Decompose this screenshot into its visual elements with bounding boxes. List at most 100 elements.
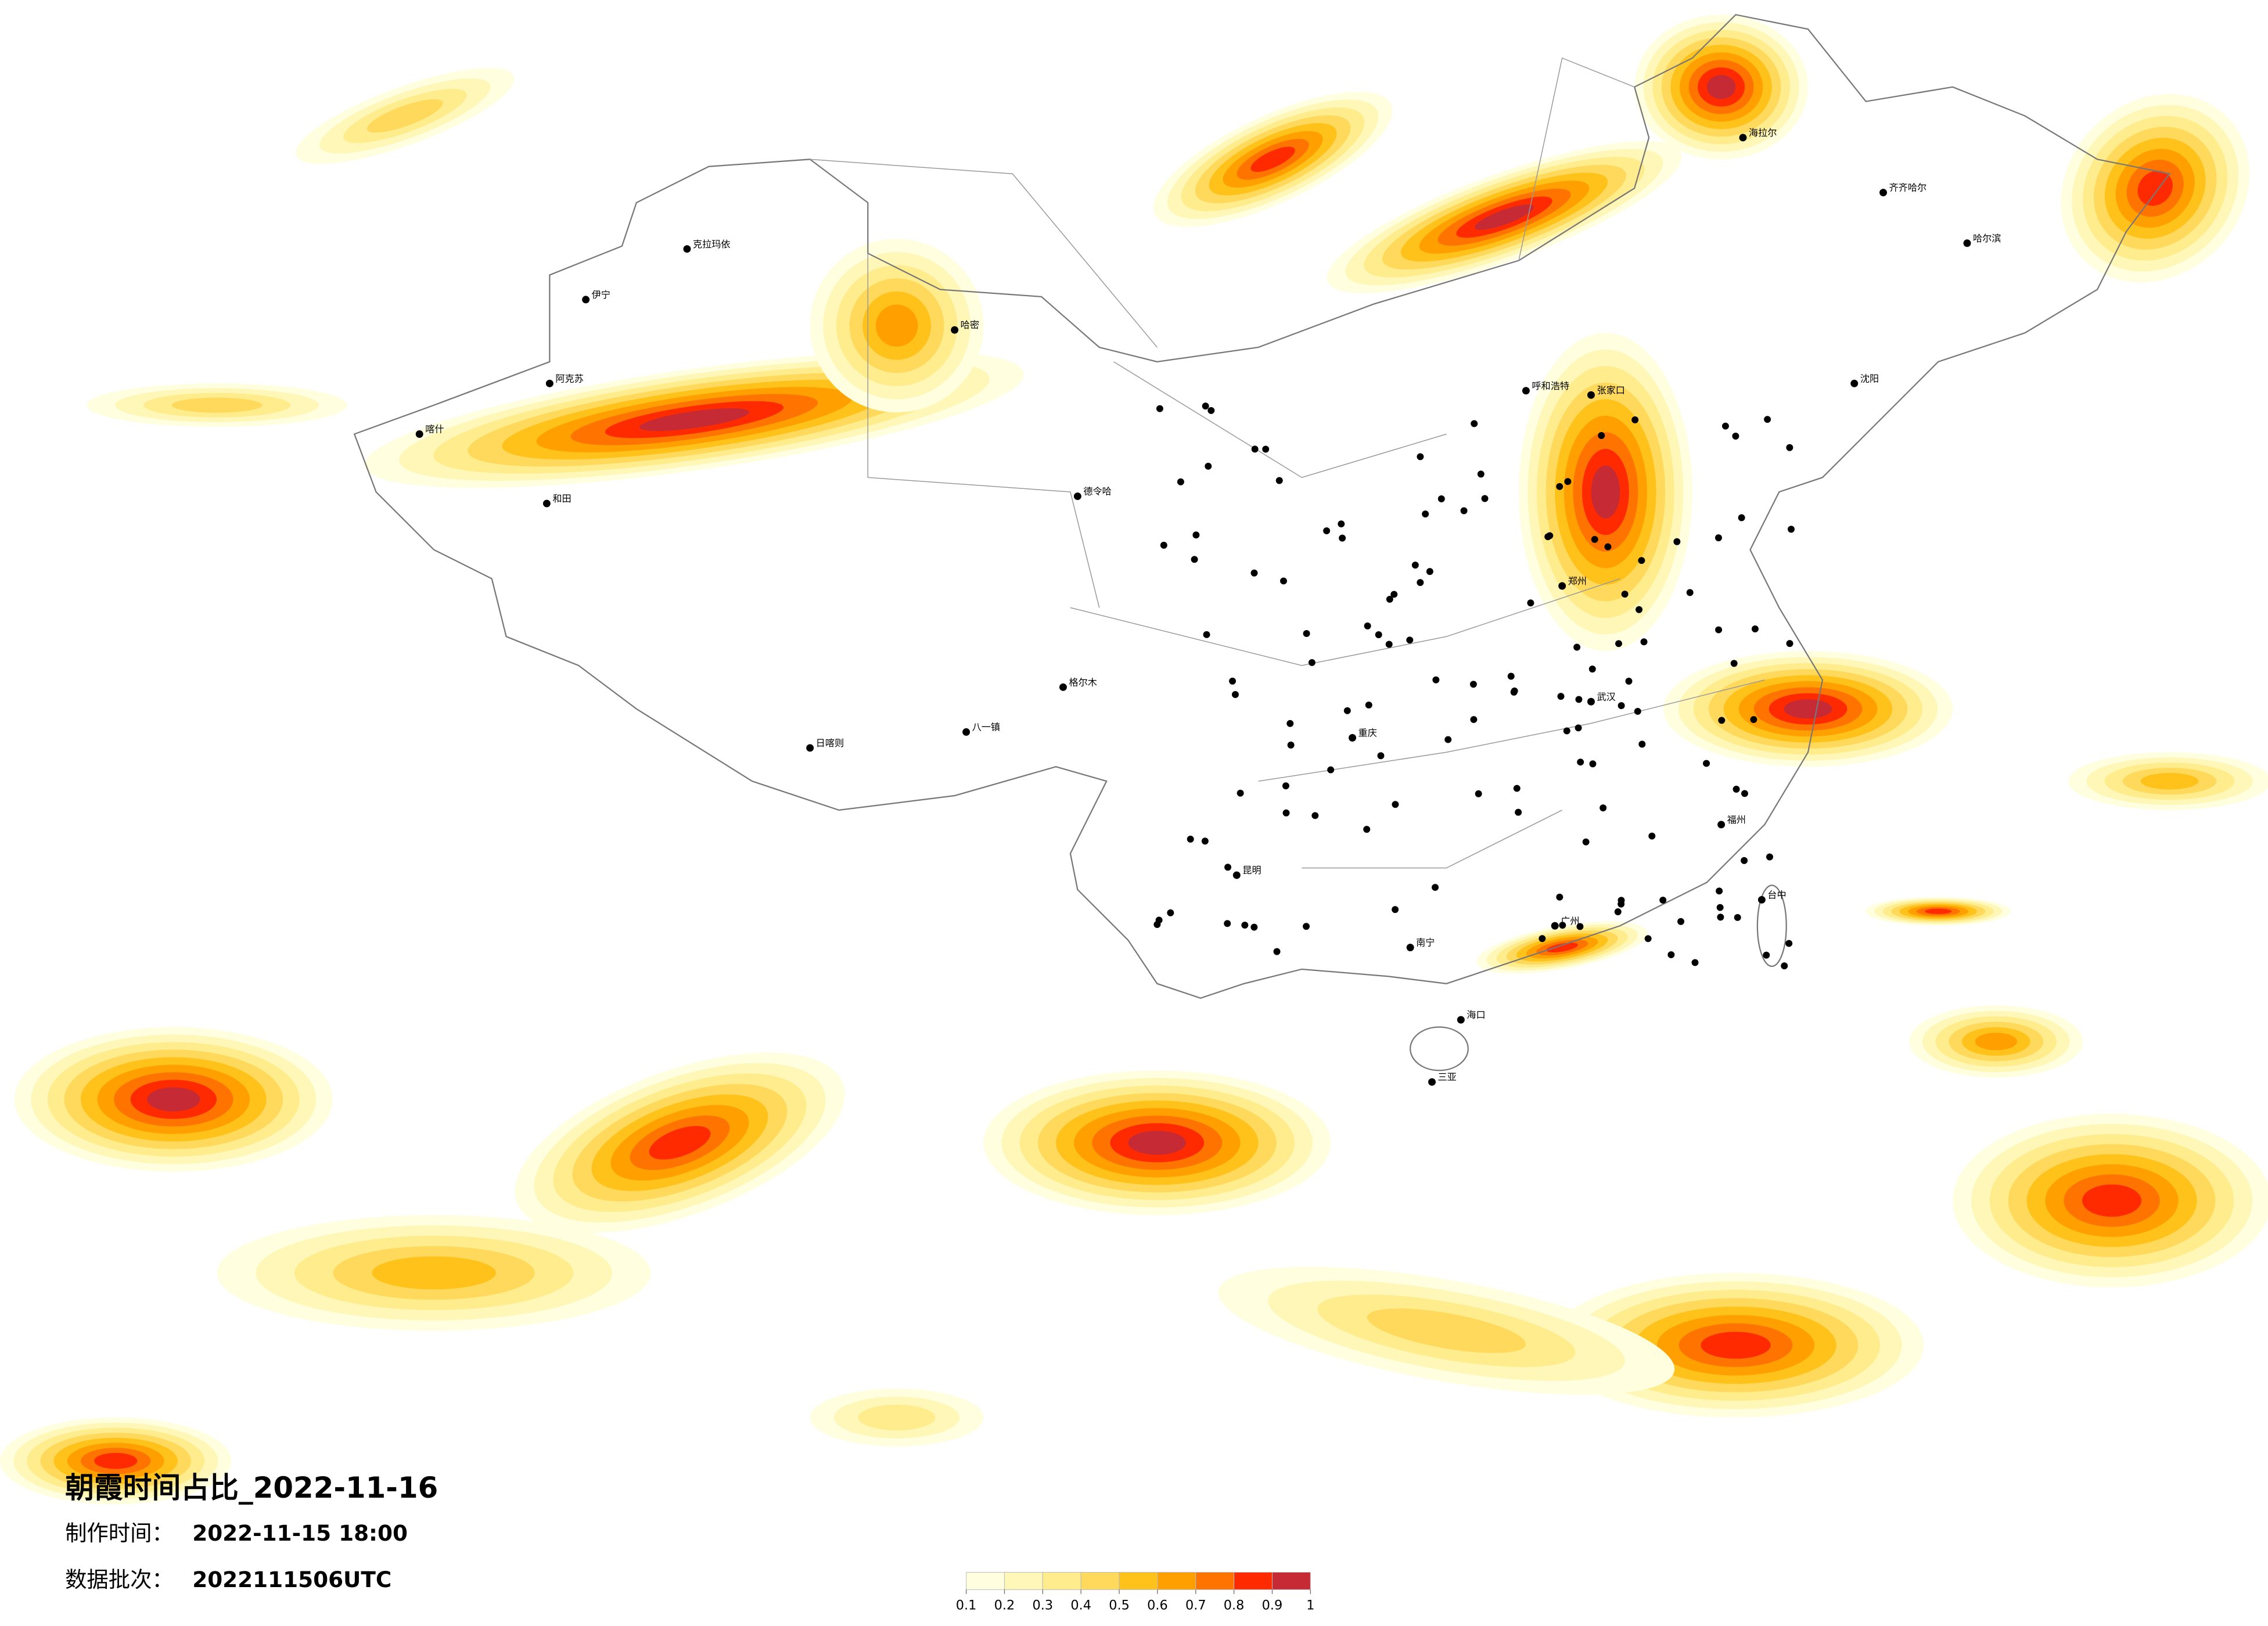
city-dot bbox=[1237, 789, 1244, 797]
city-dot bbox=[1587, 697, 1595, 706]
city-dot bbox=[1475, 790, 1482, 797]
colorbar: 0.1 0.2 0.3 0.4 0.5 0.6 0.7 0.8 0.9 1 bbox=[956, 1571, 1314, 1613]
colorbar-tick-label: 0.6 bbox=[1147, 1598, 1168, 1613]
city-dot bbox=[1625, 678, 1633, 685]
heat-blob bbox=[1975, 1033, 2018, 1051]
colorbar-swatch bbox=[1042, 1571, 1081, 1590]
city-dot bbox=[1303, 629, 1310, 637]
city-dot bbox=[1432, 676, 1440, 684]
city-dot bbox=[1587, 391, 1595, 399]
city-dot bbox=[1201, 837, 1209, 845]
city-label: 八一镇 bbox=[972, 722, 1001, 733]
city-dot bbox=[1203, 631, 1210, 638]
city-dot bbox=[1422, 510, 1429, 518]
city-dot bbox=[1167, 909, 1174, 916]
colorbar-swatch bbox=[1271, 1571, 1311, 1590]
heat-blob bbox=[649, 1125, 711, 1160]
city-dot bbox=[1156, 405, 1163, 412]
city-dot bbox=[1963, 239, 1971, 247]
city-dot bbox=[1428, 1078, 1436, 1086]
city-label: 海拉尔 bbox=[1749, 127, 1777, 138]
city-dot bbox=[1589, 760, 1597, 768]
colorbar-swatch bbox=[1234, 1571, 1273, 1590]
city-dot bbox=[1192, 531, 1200, 539]
city-dot bbox=[1470, 716, 1478, 724]
city-dot bbox=[1377, 752, 1385, 760]
heat-blob bbox=[94, 1452, 138, 1469]
city-dot bbox=[1741, 857, 1748, 864]
city-dot bbox=[962, 728, 971, 736]
city-dot bbox=[1715, 626, 1723, 634]
city-dot bbox=[1323, 527, 1331, 535]
city-dot bbox=[542, 499, 551, 508]
city-dot bbox=[1551, 922, 1559, 930]
city-dot bbox=[1788, 526, 1795, 533]
city-label: 昆明 bbox=[1242, 865, 1261, 876]
city-label: 呼和浩特 bbox=[1532, 380, 1569, 391]
city-dot bbox=[1417, 453, 1424, 461]
city-dot bbox=[1160, 541, 1167, 549]
colorbar-swatch bbox=[1157, 1571, 1196, 1590]
city-dot bbox=[1763, 951, 1770, 959]
city-dot bbox=[1390, 591, 1398, 598]
city-dot bbox=[1327, 766, 1335, 774]
city-dot bbox=[1638, 740, 1646, 748]
city-label: 日喀则 bbox=[816, 738, 844, 749]
city-dot bbox=[1365, 702, 1372, 709]
heat-blob bbox=[1701, 1332, 1771, 1359]
city-dot bbox=[1718, 717, 1726, 724]
city-dot bbox=[1232, 871, 1241, 879]
city-dot bbox=[1757, 895, 1766, 904]
city-dot bbox=[1250, 923, 1258, 931]
colorbar-tick-label: 0.2 bbox=[994, 1598, 1015, 1613]
city-dot bbox=[1677, 918, 1685, 925]
city-dot bbox=[1615, 640, 1622, 647]
city-dot bbox=[1786, 640, 1793, 647]
city-dot bbox=[1287, 742, 1295, 749]
city-dot bbox=[1600, 804, 1607, 812]
city-dot bbox=[1363, 826, 1371, 833]
city-label: 武汉 bbox=[1597, 691, 1615, 702]
city-dot bbox=[1558, 582, 1566, 590]
city-dot bbox=[1559, 922, 1566, 929]
city-dot bbox=[1563, 727, 1570, 735]
city-label: 海口 bbox=[1467, 1009, 1485, 1020]
city-dot bbox=[1282, 782, 1289, 790]
city-dot bbox=[1155, 916, 1163, 924]
city-dot bbox=[1588, 665, 1596, 673]
city-dot bbox=[1406, 636, 1414, 644]
heat-blob bbox=[171, 397, 263, 413]
colorbar-tick-label: 0.3 bbox=[1033, 1598, 1054, 1613]
city-dot bbox=[1734, 913, 1741, 921]
city-label: 张家口 bbox=[1597, 384, 1625, 395]
city-dot bbox=[1638, 557, 1645, 564]
city-dot bbox=[1659, 897, 1667, 904]
heat-layer bbox=[0, 15, 2268, 1505]
city-dot bbox=[1059, 683, 1067, 691]
city-dot bbox=[1786, 444, 1793, 451]
heat-blob bbox=[1367, 1308, 1526, 1353]
heat-blob bbox=[1925, 908, 1952, 914]
heat-blob bbox=[2140, 772, 2199, 790]
city-dot bbox=[1251, 445, 1259, 453]
city-label: 齐齐哈尔 bbox=[1889, 182, 1927, 193]
province-borders bbox=[810, 57, 1765, 869]
city-dot bbox=[1426, 568, 1433, 575]
city-dot bbox=[1191, 556, 1198, 563]
colorbar-tick-label: 0.9 bbox=[1262, 1598, 1283, 1613]
city-dot bbox=[1618, 900, 1625, 908]
city-dot bbox=[1280, 577, 1287, 585]
city-dot bbox=[1539, 935, 1546, 942]
colorbar-swatch bbox=[1119, 1571, 1158, 1590]
city-dot bbox=[1766, 853, 1773, 861]
colorbar-tick-label: 0.1 bbox=[956, 1598, 977, 1613]
city-label: 和田 bbox=[552, 493, 571, 504]
city-dot bbox=[415, 430, 423, 438]
city-label: 郑州 bbox=[1568, 575, 1587, 587]
colorbar-tick-label: 1 bbox=[1306, 1598, 1314, 1613]
city-dot bbox=[1634, 707, 1641, 715]
city-dot bbox=[1385, 641, 1393, 648]
city-label: 三亚 bbox=[1437, 1071, 1456, 1082]
made-label: 制作时间： bbox=[65, 1520, 174, 1546]
